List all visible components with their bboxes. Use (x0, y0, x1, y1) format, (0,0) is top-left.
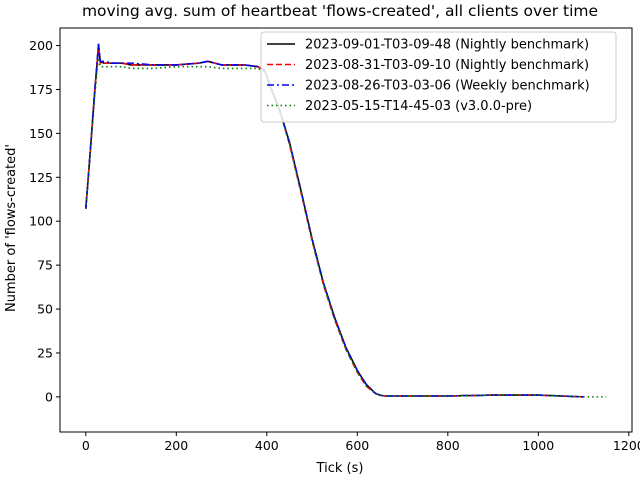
legend-label-2: 2023-08-31-T03-09-10 (Nightly benchmark) (305, 58, 589, 73)
y-tick-label: 125 (29, 170, 53, 185)
x-tick-label: 800 (436, 438, 460, 453)
y-tick-label: 50 (37, 302, 53, 317)
y-tick-label: 75 (37, 258, 53, 273)
y-tick-label: 25 (37, 345, 53, 360)
y-tick-label: 0 (45, 389, 53, 404)
y-tick-label: 100 (29, 214, 53, 229)
x-tick-label: 0 (82, 438, 90, 453)
x-axis-label: Tick (s) (316, 461, 364, 476)
x-tick-label: 200 (164, 438, 188, 453)
y-tick-label: 200 (29, 38, 53, 53)
y-tick-label: 150 (29, 126, 53, 141)
y-axis-ticks: 0 25 50 75 100 125 150 175 200 (29, 38, 60, 404)
x-tick-label: 600 (345, 438, 369, 453)
legend-box (260, 31, 617, 123)
y-axis-label: Number of 'flows-created' (4, 144, 19, 312)
x-tick-label: 400 (255, 438, 279, 453)
x-tick-label: 1000 (522, 438, 554, 453)
legend-label-3: 2023-08-26-T03-03-06 (Weekly benchmark) (305, 79, 590, 94)
chart-title: moving avg. sum of heartbeat 'flows-crea… (82, 2, 598, 20)
legend: 2023-09-01-T03-09-48 (Nightly benchmark)… (260, 31, 617, 123)
legend-label-1: 2023-09-01-T03-09-48 (Nightly benchmark) (305, 38, 589, 53)
legend-label-4: 2023-05-15-T14-45-03 (v3.0.0-pre) (305, 99, 532, 114)
y-tick-label: 175 (29, 82, 53, 97)
axes-frame (59, 27, 633, 433)
